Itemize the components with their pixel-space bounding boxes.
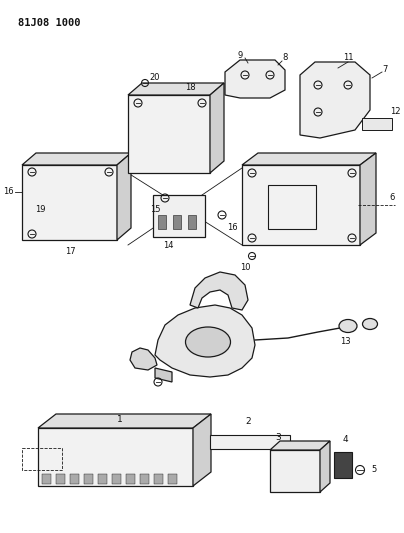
Text: 18: 18 (185, 84, 195, 93)
Text: 2: 2 (245, 417, 251, 426)
Polygon shape (193, 414, 211, 486)
Text: 3: 3 (275, 433, 281, 442)
Bar (210, 435, 290, 449)
Bar (98, 474, 107, 484)
Bar (188, 215, 196, 229)
Polygon shape (128, 95, 210, 173)
Bar (112, 474, 121, 484)
Text: 11: 11 (343, 53, 353, 62)
Polygon shape (242, 165, 360, 245)
Bar (56, 474, 65, 484)
Text: 81J08 1000: 81J08 1000 (18, 18, 80, 28)
Bar (362, 118, 392, 130)
Polygon shape (22, 165, 117, 240)
Text: 17: 17 (65, 247, 75, 256)
Ellipse shape (339, 319, 357, 333)
Text: 4: 4 (342, 435, 348, 445)
Bar (268, 185, 316, 229)
Polygon shape (360, 153, 376, 245)
Bar (84, 474, 93, 484)
Text: 19: 19 (35, 206, 45, 214)
Polygon shape (320, 441, 330, 492)
Polygon shape (242, 153, 376, 165)
Polygon shape (128, 83, 224, 95)
Text: 10: 10 (240, 263, 250, 272)
Polygon shape (155, 368, 172, 382)
Bar (22, 448, 62, 470)
Polygon shape (300, 62, 370, 138)
Text: 12: 12 (390, 108, 400, 117)
Polygon shape (38, 428, 193, 486)
Text: 13: 13 (340, 337, 350, 346)
Text: 7: 7 (382, 66, 388, 75)
Polygon shape (38, 414, 211, 428)
Text: 16: 16 (227, 223, 237, 232)
Text: 20: 20 (150, 74, 160, 83)
Polygon shape (190, 272, 248, 310)
Polygon shape (117, 153, 131, 240)
Text: 16: 16 (3, 188, 13, 197)
Polygon shape (130, 348, 157, 370)
Polygon shape (270, 450, 320, 492)
Bar (334, 452, 352, 478)
Polygon shape (270, 441, 330, 450)
Polygon shape (22, 153, 131, 165)
Text: 8: 8 (282, 53, 288, 62)
Text: 6: 6 (389, 193, 395, 203)
Bar (158, 215, 166, 229)
Bar (140, 474, 149, 484)
Bar (153, 195, 205, 237)
Polygon shape (210, 83, 224, 173)
Bar (154, 474, 163, 484)
Text: 5: 5 (371, 465, 377, 474)
Bar (70, 474, 79, 484)
Text: 14: 14 (163, 240, 173, 249)
Bar (173, 215, 181, 229)
Ellipse shape (185, 327, 231, 357)
Bar (168, 474, 177, 484)
Text: 15: 15 (150, 206, 160, 214)
Text: 1: 1 (117, 416, 123, 424)
Ellipse shape (362, 319, 377, 329)
Polygon shape (155, 305, 255, 377)
Bar (42, 474, 51, 484)
Polygon shape (225, 60, 285, 98)
Bar (126, 474, 135, 484)
Text: 9: 9 (238, 51, 243, 60)
